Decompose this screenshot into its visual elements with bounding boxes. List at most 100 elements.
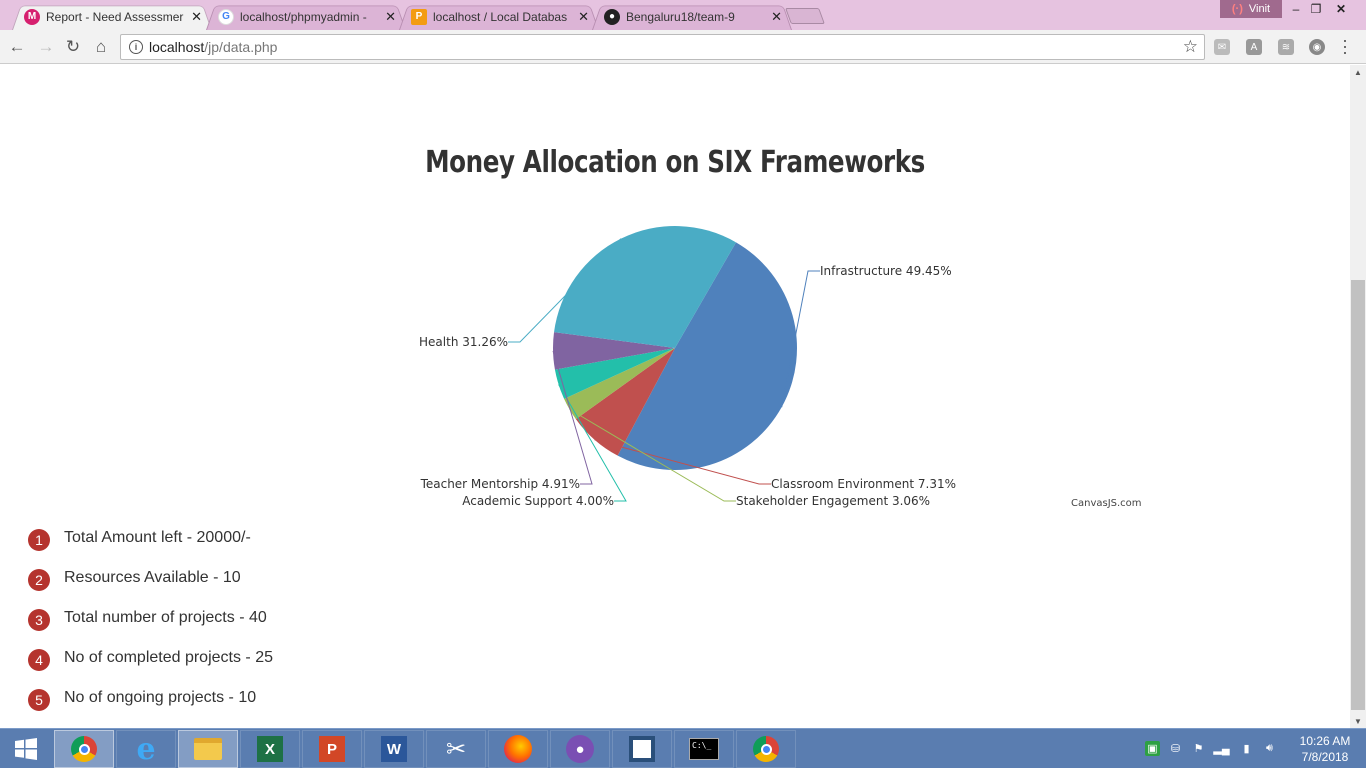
- tab-strip: M Report - Need Assessmer ✕ G localhost/…: [0, 0, 1366, 30]
- item-number-badge: 5: [28, 689, 50, 711]
- item-number-badge: 4: [28, 649, 50, 671]
- taskbar-internet-explorer[interactable]: e: [116, 730, 176, 768]
- forward-icon[interactable]: →: [37, 37, 55, 56]
- profile-name: Vinit: [1248, 3, 1271, 15]
- close-icon[interactable]: ✕: [385, 8, 396, 24]
- pie-slice-classroom-environment[interactable]: [575, 348, 675, 456]
- chart-credit-link[interactable]: CanvasJS.com: [1071, 498, 1142, 509]
- extension-icon[interactable]: ✉: [1214, 39, 1230, 55]
- new-tab-button[interactable]: [785, 8, 825, 24]
- stat-text: Total Amount left - 20000/-: [64, 529, 251, 546]
- address-bar[interactable]: i localhost/jp/data.php ☆: [120, 34, 1205, 60]
- scroll-up-icon[interactable]: ▲: [1354, 67, 1362, 77]
- windows-icon: [15, 738, 37, 760]
- pie-leader-line: [558, 384, 627, 502]
- clock-date: 7/8/2018: [1301, 750, 1349, 764]
- pie-label: Teacher Mentorship 4.91%: [420, 477, 580, 491]
- list-item: 4 No of completed projects - 25: [28, 645, 273, 671]
- pie-slice-health[interactable]: [554, 225, 736, 348]
- home-icon[interactable]: ⌂: [95, 37, 107, 56]
- taskbar-command-prompt[interactable]: C:\_: [674, 730, 734, 768]
- tray-security-icon[interactable]: ⚑: [1193, 743, 1204, 755]
- pie-label: Stakeholder Engagement 3.06%: [736, 494, 930, 508]
- url-host: localhost: [149, 39, 205, 55]
- pie-label: Classroom Environment 7.31%: [771, 477, 956, 491]
- pie-leader-line: [552, 350, 593, 485]
- item-number-badge: 3: [28, 609, 50, 631]
- battery-icon[interactable]: ▮: [1243, 743, 1250, 755]
- list-item: 3 Total number of projects - 40: [28, 605, 267, 631]
- pie-leader-line: [569, 408, 736, 502]
- back-icon[interactable]: ←: [8, 37, 26, 56]
- taskbar-chrome-2[interactable]: [736, 730, 796, 768]
- taskbar-snipping-tool[interactable]: ✂: [426, 730, 486, 768]
- tray-app-icon[interactable]: ▣: [1145, 741, 1160, 756]
- taskbar-file-explorer[interactable]: [178, 730, 238, 768]
- extension-icon[interactable]: A: [1246, 39, 1262, 55]
- firefox-icon: [504, 735, 532, 763]
- close-window-button[interactable]: ✕: [1335, 2, 1347, 16]
- list-item: 2 Resources Available - 10: [28, 565, 241, 591]
- tab-title: Report - Need Assessmer: [46, 9, 184, 24]
- tab-title: localhost / Local Databas: [433, 9, 568, 24]
- reload-icon[interactable]: ↻: [65, 37, 81, 56]
- profile-icon: (·): [1231, 3, 1243, 15]
- taskbar-firefox[interactable]: [488, 730, 548, 768]
- command-prompt-icon: C:\_: [689, 738, 719, 760]
- taskbar-excel[interactable]: X: [240, 730, 300, 768]
- extension-icon[interactable]: ≋: [1278, 39, 1294, 55]
- menu-icon[interactable]: · · ·: [1342, 30, 1348, 62]
- bookmark-star-icon[interactable]: ☆: [1182, 37, 1198, 56]
- minimize-button[interactable]: –: [1292, 2, 1300, 16]
- item-number-badge: 1: [28, 529, 50, 551]
- pie-slice-academic-support[interactable]: [554, 348, 675, 399]
- vertical-scrollbar[interactable]: ▲ ▼: [1350, 65, 1366, 728]
- taskbar-chrome[interactable]: [54, 730, 114, 768]
- pie-slice-stakeholder-engagement[interactable]: [564, 348, 675, 420]
- close-icon[interactable]: ✕: [578, 8, 589, 24]
- tab-report[interactable]: M Report - Need Assessmer ✕: [12, 3, 212, 30]
- extension-icon[interactable]: ◉: [1309, 39, 1325, 55]
- taskbar-word[interactable]: W: [364, 730, 424, 768]
- stat-text: Resources Available - 10: [64, 569, 241, 586]
- taskbar-powerpoint[interactable]: P: [302, 730, 362, 768]
- volume-icon[interactable]: 🔊︎: [1266, 742, 1273, 754]
- stat-text: Total number of projects - 40: [64, 609, 267, 626]
- file-explorer-icon: [194, 738, 222, 760]
- pie-slice-infrastructure[interactable]: [617, 242, 797, 470]
- pie-leader-line: [781, 270, 820, 408]
- scroll-down-icon[interactable]: ▼: [1354, 716, 1362, 726]
- tray-network-adapter-icon[interactable]: ⛁: [1170, 743, 1181, 755]
- info-icon[interactable]: i: [129, 40, 143, 54]
- excel-icon: X: [257, 736, 283, 762]
- start-button[interactable]: [0, 729, 52, 768]
- pie-slice-teacher-mentorship[interactable]: [552, 332, 675, 370]
- jetbrains-icon: [629, 736, 655, 762]
- internet-explorer-icon: e: [136, 731, 156, 767]
- profile-button[interactable]: (·) Vinit: [1220, 0, 1282, 18]
- chart-title: Money Allocation on SIX Frameworks: [425, 145, 925, 180]
- restore-button[interactable]: ❐: [1310, 2, 1322, 16]
- phpmyadmin-icon: P: [411, 8, 427, 25]
- taskbar-jetbrains[interactable]: [612, 730, 672, 768]
- google-icon: G: [218, 8, 234, 25]
- taskbar-github-desktop[interactable]: ●: [550, 730, 610, 768]
- tab-title: localhost/phpmyadmin -: [240, 9, 367, 24]
- close-icon[interactable]: ✕: [191, 8, 202, 24]
- page-content: Money Allocation on SIX Frameworks Infra…: [0, 65, 1350, 728]
- wifi-signal-icon[interactable]: ▂▄: [1213, 743, 1230, 755]
- tab-local-database[interactable]: P localhost / Local Databas ✕: [399, 3, 599, 30]
- close-icon[interactable]: ✕: [771, 8, 782, 24]
- taskbar: e X P W ✂ ● C:\_ ▣ ⛁ ⚑ ▂▄ ▮ 🔊︎ 10:26 AM …: [0, 728, 1366, 768]
- app-icon: M: [24, 8, 40, 25]
- item-number-badge: 2: [28, 569, 50, 591]
- tab-phpmyadmin[interactable]: G localhost/phpmyadmin - ✕: [206, 3, 406, 30]
- github-icon: ●: [604, 8, 620, 25]
- system-clock[interactable]: 10:26 AM 7/8/2018: [1290, 733, 1360, 765]
- scrollbar-thumb[interactable]: [1351, 280, 1365, 710]
- word-icon: W: [381, 736, 407, 762]
- tab-github[interactable]: ● Bengaluru18/team-9 ✕: [592, 3, 792, 30]
- tab-title: Bengaluru18/team-9: [626, 9, 735, 24]
- pie-label: Health 31.26%: [419, 335, 508, 349]
- pie-label: Academic Support 4.00%: [462, 494, 614, 508]
